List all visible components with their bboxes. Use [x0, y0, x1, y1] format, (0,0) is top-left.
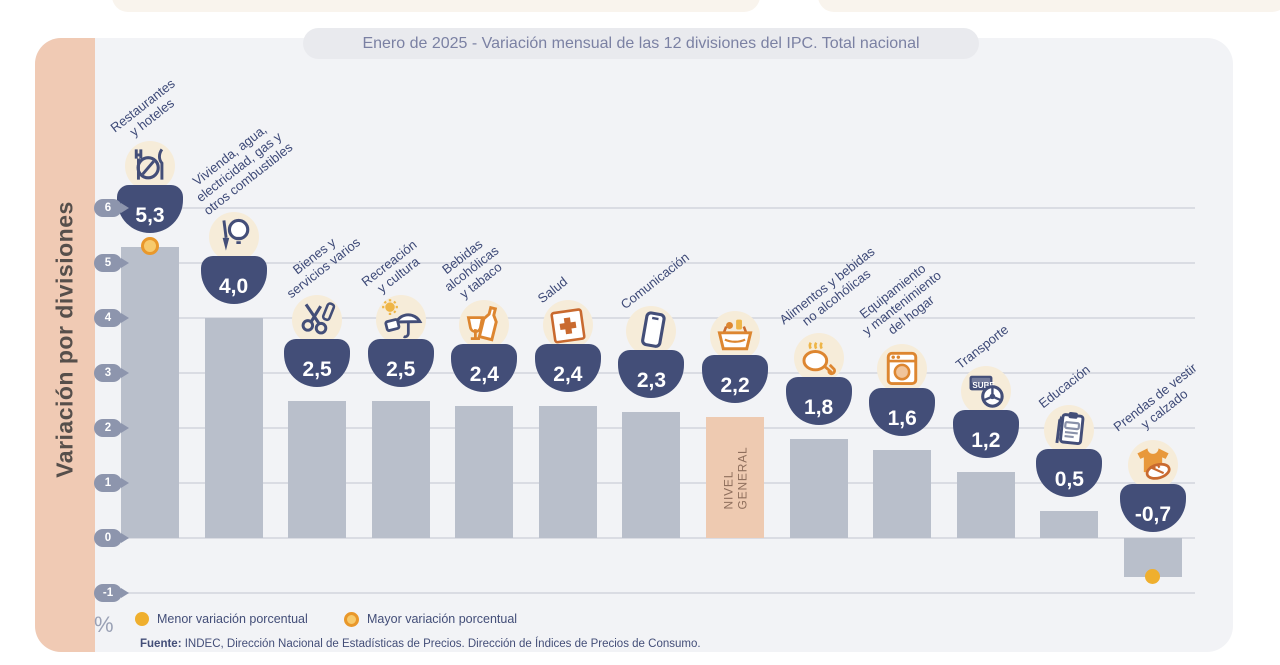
legend-item-menor: Menor variación porcentual — [135, 611, 308, 627]
y-axis-tick: 4 — [94, 309, 129, 327]
basket-icon — [713, 313, 757, 362]
value-label: 2,5 — [302, 357, 332, 381]
tick-arrow-icon — [121, 588, 129, 598]
bar — [538, 406, 597, 538]
equipment-icon — [880, 346, 924, 395]
gridline — [110, 262, 1195, 264]
gridline — [110, 207, 1195, 209]
housing-icon — [212, 214, 256, 263]
y-axis-tick: -1 — [94, 584, 129, 602]
value-label: 1,6 — [887, 407, 917, 430]
value-badge: 2,5 — [367, 338, 434, 387]
education-icon — [1047, 407, 1091, 456]
value-label: -0,7 — [1134, 503, 1172, 526]
bar — [204, 318, 263, 538]
y-axis-tick: 5 — [94, 254, 129, 272]
y-axis-tick: 2 — [94, 419, 129, 437]
recreation-icon — [379, 297, 423, 346]
tick-arrow-icon — [121, 203, 129, 213]
mayor-dot-icon — [344, 611, 359, 627]
legend-mayor-label: Mayor variación porcentual — [367, 612, 518, 626]
tick-arrow-icon — [121, 533, 129, 543]
value-label: 5,3 — [135, 203, 165, 227]
bar — [622, 411, 681, 538]
y-axis-tick: 0 — [94, 529, 129, 547]
percent-unit-label: % — [94, 612, 114, 637]
value-label: 1,2 — [971, 429, 1001, 452]
min-marker-dot — [1145, 569, 1161, 584]
legend-menor-label: Menor variación porcentual — [157, 612, 308, 626]
transport-icon: SUBE — [964, 368, 1008, 417]
tick-arrow-icon — [121, 313, 129, 323]
clothing-icon — [1131, 442, 1175, 491]
bar — [371, 400, 430, 538]
health-icon — [546, 302, 590, 351]
value-label: 2,4 — [469, 363, 499, 386]
value-label: 0,5 — [1054, 467, 1084, 491]
beverages-icon — [462, 302, 506, 351]
legend-item-mayor: Mayor variación porcentual — [344, 611, 517, 627]
food-icon — [797, 335, 841, 384]
top-card-left — [112, 0, 760, 12]
source-prefix: Fuente: — [140, 638, 182, 650]
chart-title: Enero de 2025 - Variación mensual de las… — [303, 28, 979, 59]
tick-arrow-icon — [121, 478, 129, 488]
source-text: INDEC, Dirección Nacional de Estadística… — [184, 638, 701, 650]
goods-icon — [295, 297, 339, 346]
tick-arrow-icon — [121, 423, 129, 433]
value-label: 2,3 — [636, 368, 667, 392]
bar — [121, 246, 179, 538]
value-label: 1,8 — [804, 396, 834, 419]
top-card-right — [818, 0, 1280, 12]
y-axis-tick: 3 — [94, 364, 129, 382]
gridline — [110, 537, 1195, 539]
value-badge: 2,4 — [534, 344, 601, 392]
bar — [455, 406, 514, 538]
max-marker-dot — [140, 237, 159, 255]
y-axis-tick: 1 — [94, 474, 129, 492]
tick-arrow-icon — [121, 258, 129, 268]
y-axis-tick: 6 — [94, 199, 129, 217]
bar — [956, 472, 1015, 538]
bar — [789, 439, 848, 538]
y-axis-band: Variación por divisiones — [35, 38, 95, 652]
value-label: 4,0 — [218, 275, 249, 298]
bar — [288, 400, 347, 538]
bar — [1040, 510, 1099, 538]
menor-dot-icon — [135, 612, 149, 626]
value-label: 2,4 — [553, 363, 583, 386]
gridline — [110, 592, 1195, 594]
svg-text:SUBE: SUBE — [972, 381, 995, 390]
value-label: 2,2 — [720, 374, 750, 397]
nivel-general-bar: NIVEL GENERAL — [706, 417, 765, 538]
y-axis-title: Variación por divisiones — [51, 201, 78, 478]
tick-arrow-icon — [121, 368, 129, 378]
bar — [873, 450, 932, 538]
nivel-general-label: NIVEL GENERAL — [721, 446, 750, 509]
source-note: Fuente: INDEC, Dirección Nacional de Est… — [140, 638, 701, 650]
value-label: 2,5 — [386, 357, 416, 381]
restaurant-icon — [128, 143, 172, 192]
communication-icon — [629, 308, 673, 357]
